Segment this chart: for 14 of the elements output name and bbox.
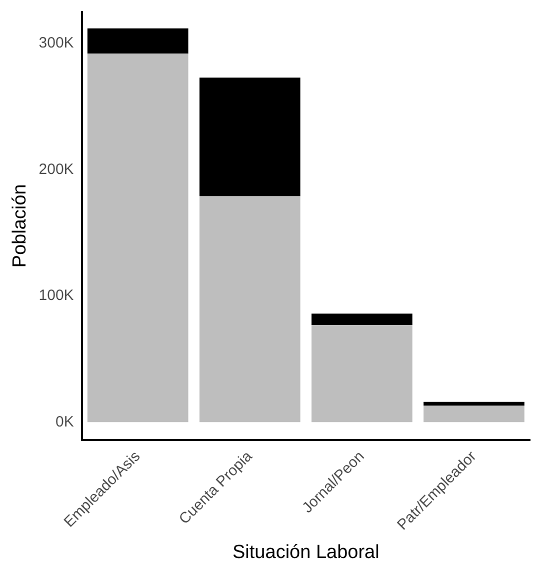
bar [424, 406, 524, 422]
bar [87, 54, 188, 422]
y-tick-label: 300K [38, 34, 74, 52]
bar [312, 324, 412, 422]
y-axis-title: Población [10, 184, 31, 268]
bar [87, 28, 188, 54]
y-tick-label: 0K [55, 413, 74, 430]
x-axis-title: Situación Laboral [232, 542, 380, 563]
bar [424, 402, 524, 406]
bar [199, 196, 300, 422]
y-tick-label: 100K [38, 287, 74, 304]
bar [312, 314, 412, 325]
bar [199, 78, 300, 196]
y-tick-label: 200K [38, 160, 74, 178]
